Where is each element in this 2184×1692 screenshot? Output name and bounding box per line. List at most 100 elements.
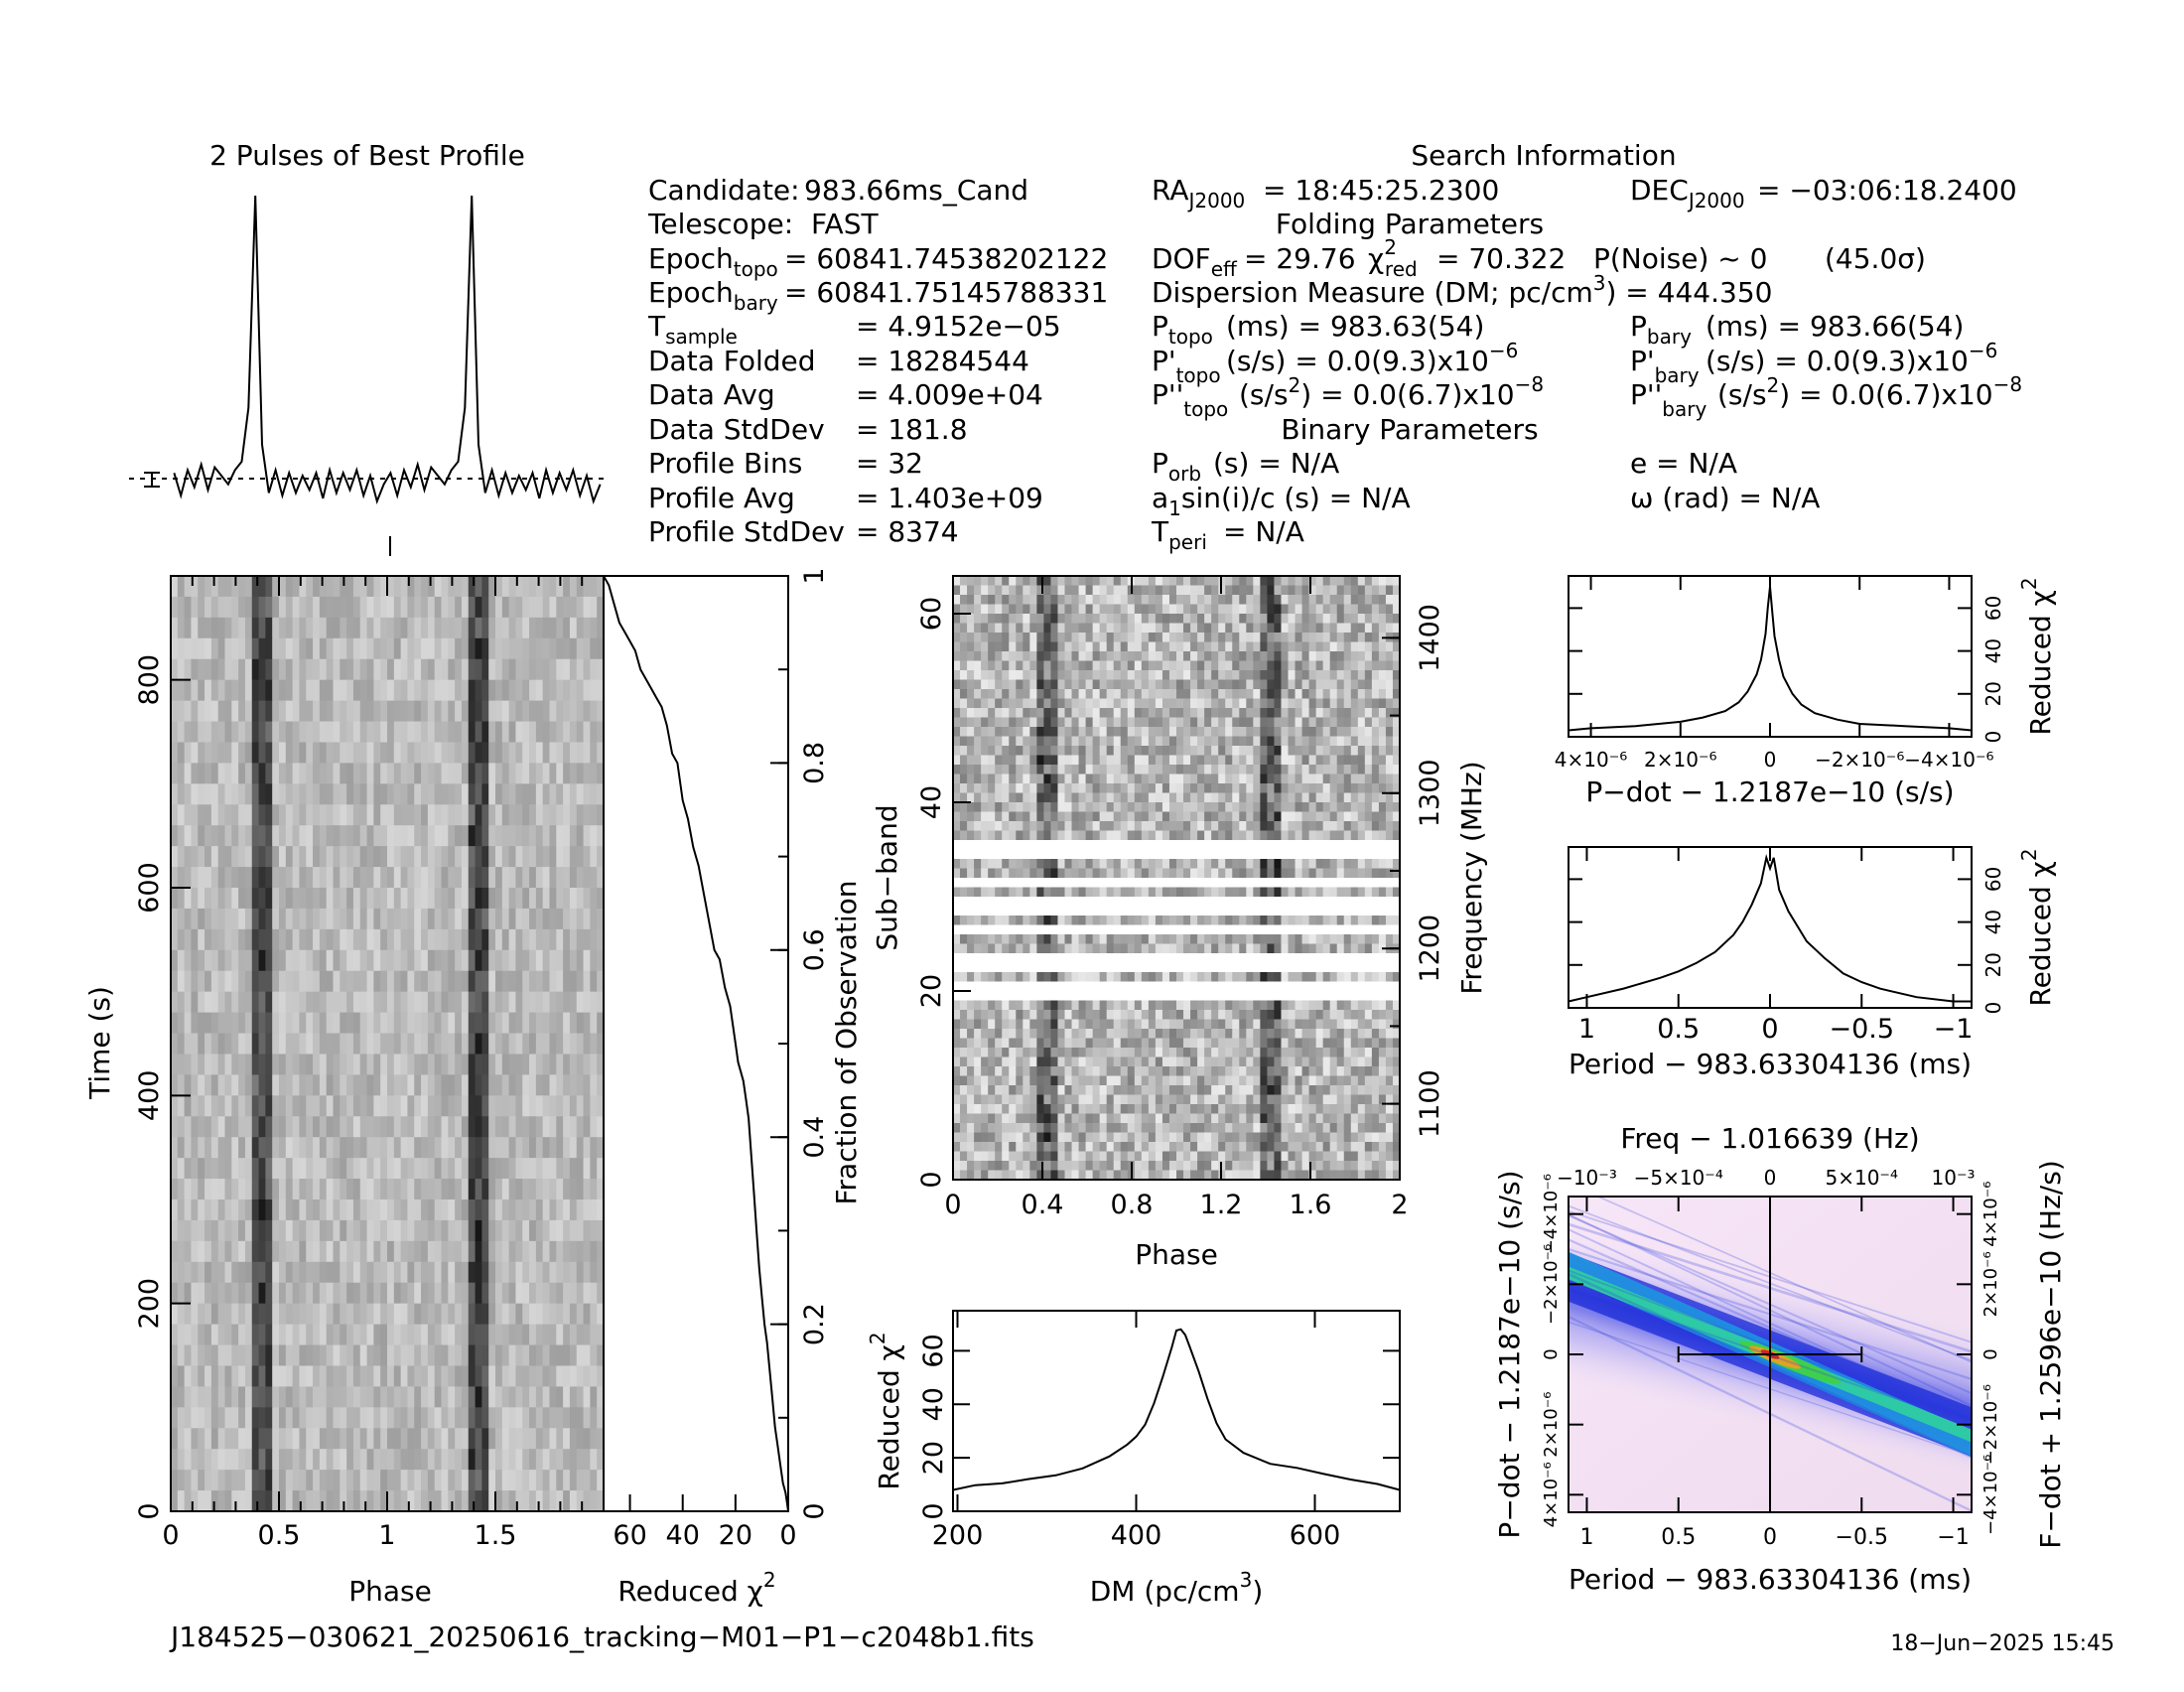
time-phase-cell: [442, 618, 449, 639]
time-phase-cell: [198, 909, 205, 930]
subband-cell: [1232, 576, 1240, 586]
time-phase-cell: [380, 867, 387, 889]
porb-label: Porb: [1152, 447, 1201, 486]
time-phase-cell: [502, 783, 509, 805]
time-phase-cell: [205, 1220, 211, 1242]
time-phase-cell: [231, 888, 238, 910]
time-phase-cell: [515, 1095, 522, 1117]
time-phase-cell: [515, 1074, 522, 1096]
time-phase-cell: [584, 1470, 591, 1491]
ptopo-value: (ms) = 983.63(54): [1226, 310, 1484, 343]
subband-cell: [988, 859, 996, 869]
time-phase-cell: [529, 680, 536, 702]
time-phase-cell: [171, 783, 178, 805]
time-phase-cell: [448, 1054, 455, 1075]
subband-cell: [988, 793, 996, 803]
time-phase-cell: [476, 846, 482, 868]
subband-cell: [1142, 689, 1150, 699]
time-phase-cell: [529, 763, 536, 784]
subband-cell: [1218, 576, 1226, 586]
time-phase-cell: [252, 950, 259, 972]
time-phase-cell: [380, 888, 387, 910]
subband-cell: [1296, 689, 1303, 699]
subband-cell: [1142, 812, 1150, 822]
subband-cell: [1253, 840, 1261, 850]
time-phase-cell: [231, 1262, 238, 1284]
time-phase-cell: [299, 763, 306, 784]
time-phase-cell: [373, 742, 380, 764]
time-phase-cell: [252, 597, 259, 619]
time-phase-cell: [502, 659, 509, 681]
subband-cell: [1156, 680, 1163, 690]
subband-cell: [1086, 642, 1094, 652]
subband-cell: [1057, 633, 1065, 642]
time-phase-cell: [401, 1034, 408, 1056]
time-phase-cell: [476, 722, 482, 744]
subband-cell: [1086, 850, 1094, 860]
time-phase-cell: [279, 659, 286, 681]
time-phase-cell: [509, 867, 516, 889]
time-phase-cell: [320, 763, 327, 784]
time-phase-cell: [313, 1449, 320, 1471]
subband-cell: [1218, 775, 1226, 784]
subband-cell: [1289, 699, 1297, 709]
time-phase-cell: [327, 971, 334, 993]
time-phase-cell: [353, 1054, 360, 1075]
subband-cell: [1239, 765, 1247, 775]
time-phase-cell: [367, 867, 374, 889]
time-phase-cell: [401, 680, 408, 702]
time-phase-cell: [373, 992, 380, 1014]
time-phase-cell: [306, 971, 313, 993]
subband-cell: [1176, 746, 1184, 756]
subband-cell: [1176, 642, 1184, 652]
time-phase-cell: [198, 1158, 205, 1180]
subband-cell: [1274, 708, 1282, 718]
time-phase-cell: [231, 618, 238, 639]
subband-cell: [1323, 840, 1331, 850]
subband-cell: [1072, 756, 1080, 766]
subband-cell: [1218, 651, 1226, 661]
time-phase-cell: [488, 846, 495, 868]
subband-cell: [1009, 737, 1017, 747]
time-phase-cell: [205, 1345, 211, 1367]
time-phase-cell: [231, 701, 238, 723]
time-phase-cell: [367, 1199, 374, 1221]
subband-cell: [1029, 802, 1037, 812]
subband-cell: [1330, 614, 1338, 624]
time-phase-cell: [577, 1241, 584, 1263]
time-phase-cell: [252, 1470, 259, 1491]
subband-cell: [1093, 831, 1101, 841]
time-phase-cell: [584, 1490, 591, 1512]
time-phase-cell: [448, 1034, 455, 1056]
subband-cell: [988, 605, 996, 615]
time-phase-cell: [198, 659, 205, 681]
time-phase-cell: [198, 763, 205, 784]
time-phase-cell: [205, 638, 211, 660]
subband-cell: [1267, 605, 1275, 615]
subband-cell: [953, 812, 961, 822]
subband-cell: [1079, 624, 1087, 634]
subband-cell: [988, 661, 996, 671]
time-phase-cell: [435, 1220, 442, 1242]
time-phase-cell: [367, 597, 374, 619]
time-phase-cell: [171, 929, 178, 951]
subband-cell: [1086, 756, 1094, 766]
time-phase-cell: [407, 1241, 414, 1263]
time-phase-cell: [515, 1325, 522, 1346]
subband-cell: [1296, 605, 1303, 615]
time-phase-cell: [218, 1428, 225, 1450]
time-phase-cell: [401, 722, 408, 744]
subband-cell: [974, 775, 982, 784]
time-phase-cell: [299, 804, 306, 826]
time-phase-cell: [462, 1325, 469, 1346]
subband-cell: [1093, 670, 1101, 680]
time-phase-cell: [590, 1449, 597, 1471]
time-phase-cell: [185, 659, 192, 681]
subband-cell: [1246, 642, 1254, 652]
time-phase-cell: [502, 1034, 509, 1056]
time-phase-cell: [462, 1386, 469, 1408]
time-phase-cell: [306, 992, 313, 1014]
time-phase-cell: [495, 1095, 502, 1117]
time-phase-cell: [320, 825, 327, 847]
time-phase-cell: [563, 1179, 570, 1200]
